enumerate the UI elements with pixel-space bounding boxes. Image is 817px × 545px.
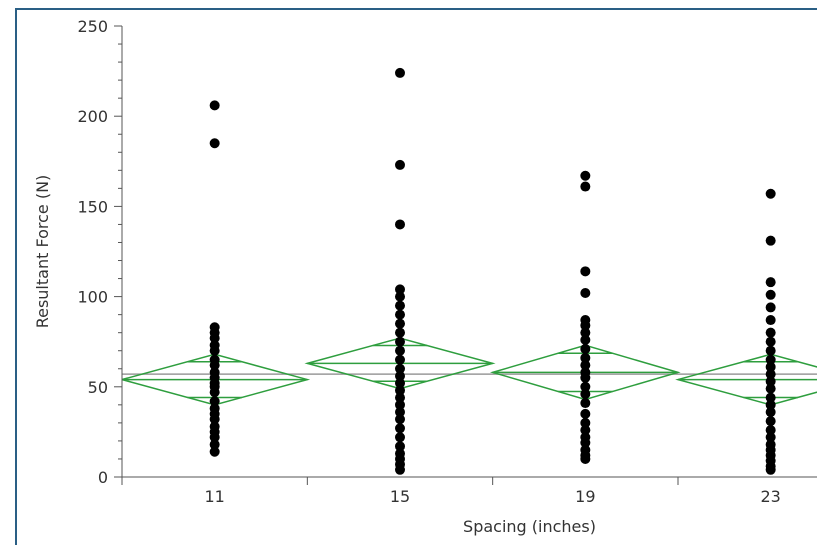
data-point: [765, 432, 776, 443]
data-point: [395, 441, 405, 452]
data-point: [765, 327, 776, 338]
data-point: [580, 437, 591, 448]
data-point: [209, 396, 220, 407]
data-point: [765, 407, 776, 418]
y-tick-label: 50: [88, 378, 108, 397]
data-point: [765, 399, 776, 410]
data-point: [765, 302, 776, 313]
data-point: [580, 408, 591, 419]
data-point: [580, 417, 591, 428]
data-point: [580, 372, 591, 383]
data-point: [765, 336, 776, 347]
plot-area: [122, 67, 817, 475]
data-point: [580, 327, 591, 338]
data-point: [765, 315, 776, 326]
data-point: [580, 389, 591, 400]
data-point: [765, 376, 776, 387]
data-point: [209, 439, 220, 450]
data-point: [395, 159, 405, 170]
data-point: [395, 345, 405, 356]
data-point: [209, 345, 220, 356]
data-point: [395, 291, 405, 302]
data-point: [395, 284, 405, 295]
data-point: [209, 100, 220, 111]
data-point: [395, 414, 405, 425]
data-point: [765, 392, 776, 403]
x-tick-label: 11: [204, 487, 224, 506]
data-point: [395, 219, 405, 230]
data-point: [395, 336, 405, 347]
data-point: [395, 300, 405, 311]
data-point: [395, 370, 405, 381]
y-tick-label: 250: [77, 17, 108, 36]
data-point: [765, 289, 776, 300]
data-point: [209, 138, 220, 149]
group-11: [122, 100, 311, 457]
data-point: [580, 352, 591, 363]
means-diamond: [675, 353, 817, 406]
data-point: [395, 423, 405, 434]
data-point: [395, 309, 405, 320]
data-point: [395, 327, 405, 338]
data-point: [765, 416, 776, 427]
data-point: [765, 345, 776, 356]
data-point: [580, 287, 591, 298]
y-tick-label: 150: [77, 197, 108, 216]
data-point: [395, 399, 405, 410]
x-tick-label: 23: [760, 487, 780, 506]
y-axis-title: Resultant Force (N): [33, 175, 52, 329]
data-point: [765, 383, 776, 394]
data-point: [395, 354, 405, 365]
data-point: [395, 67, 405, 78]
data-point: [395, 363, 405, 374]
data-point: [580, 266, 591, 277]
data-point: [765, 188, 776, 199]
data-point: [580, 181, 591, 192]
data-point: [209, 414, 220, 425]
y-axis: 0 50 100 150 200 250: [77, 17, 123, 487]
group-15: [304, 67, 496, 475]
x-tick-label: 15: [390, 487, 410, 506]
data-point: [765, 369, 776, 380]
y-tick-label: 200: [77, 107, 108, 126]
data-point: [395, 318, 405, 329]
data-point: [580, 320, 591, 331]
x-axis-title: Spacing (inches): [463, 517, 596, 536]
data-point: [765, 235, 776, 246]
y-tick-label: 100: [77, 288, 108, 307]
plot-frame: [15, 8, 817, 545]
data-point: [580, 453, 591, 464]
data-point: [765, 425, 776, 436]
data-point: [580, 425, 591, 436]
group-23: [675, 188, 817, 475]
data-point: [765, 277, 776, 288]
data-point: [395, 407, 405, 418]
data-point: [765, 354, 776, 365]
data-point: [395, 432, 405, 443]
data-point: [209, 360, 220, 371]
data-point: [209, 333, 220, 344]
data-point: [395, 378, 405, 389]
x-axis: 11 15 19 23: [121, 476, 817, 506]
data-point: [580, 360, 591, 371]
y-tick-label: 0: [98, 468, 108, 487]
data-point: [209, 387, 220, 398]
data-point: [209, 432, 220, 443]
group-19: [489, 170, 681, 464]
data-point: [580, 381, 591, 392]
data-point: [395, 385, 405, 396]
x-tick-label: 19: [575, 487, 595, 506]
data-point: [765, 464, 776, 475]
data-point: [580, 398, 591, 409]
data-point: [580, 343, 591, 354]
data-point: [395, 464, 405, 475]
data-point: [395, 392, 405, 403]
data-point: [580, 170, 591, 181]
data-point: [209, 446, 220, 457]
data-point: [765, 361, 776, 372]
data-point: [580, 334, 591, 345]
